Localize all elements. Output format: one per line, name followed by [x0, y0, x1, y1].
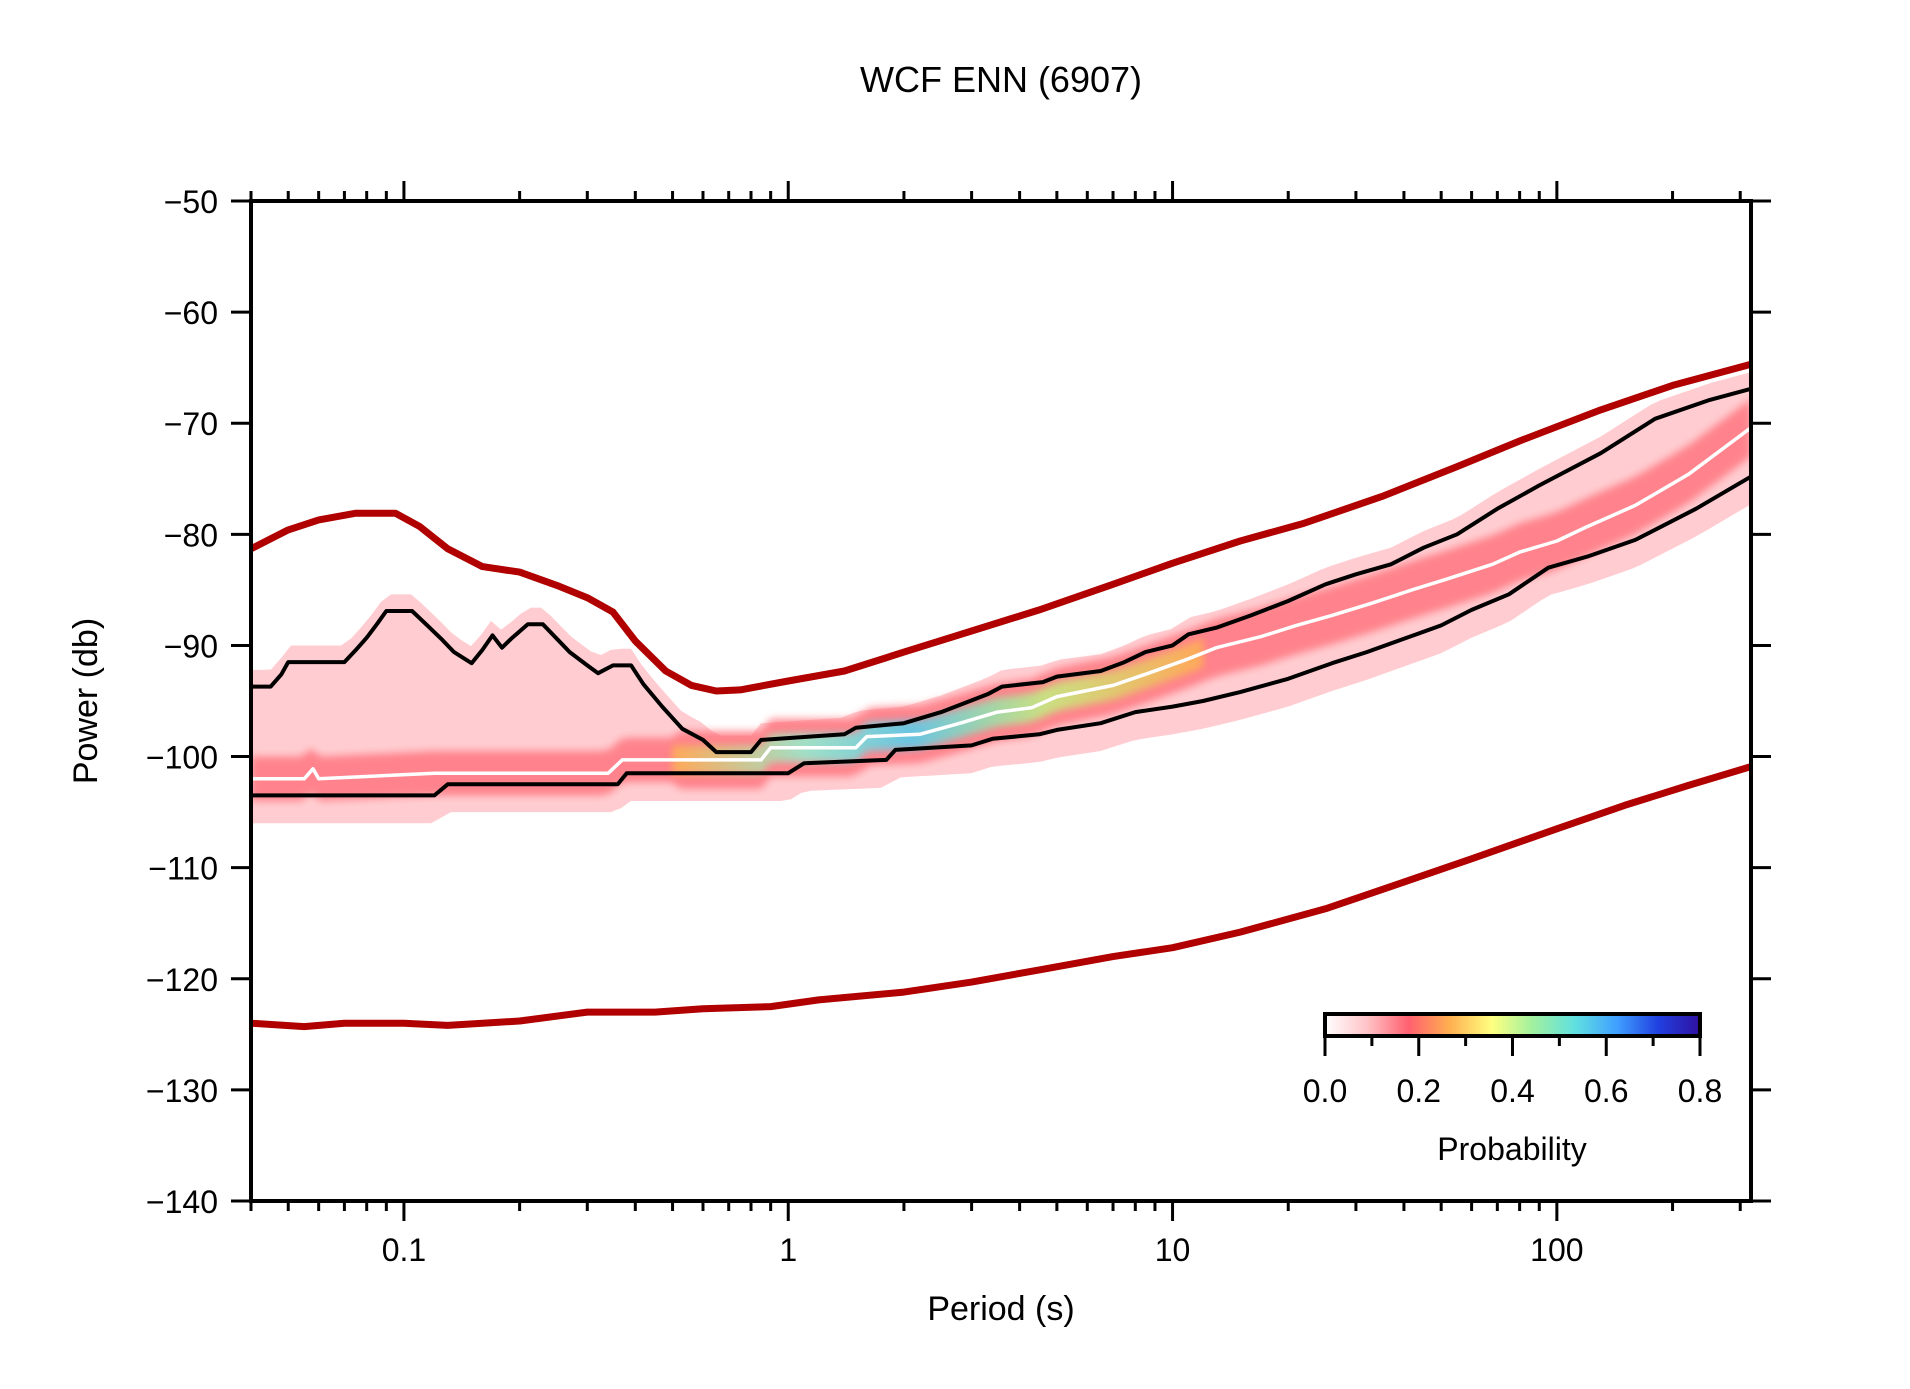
pdf-envelope: [251, 372, 1751, 824]
nhnm-high-noise-model-line: [251, 360, 1751, 695]
y-tick-label: −90: [164, 628, 218, 664]
90th-percentile-line: [251, 386, 1751, 755]
nlnm-low-noise-model-line: [251, 763, 1751, 1031]
x-axis: 0.1 1 10 100: [249, 181, 1742, 1268]
colorbar-swatch: [1323, 1012, 1702, 1038]
x-tick-label: 0.1: [382, 1232, 426, 1268]
y-tick-label: −100: [146, 740, 218, 776]
probability-density-layer: [251, 372, 1751, 824]
colorbar-tick-label: 0.4: [1490, 1073, 1534, 1109]
colorbar-tick-label: 0.0: [1303, 1073, 1347, 1109]
x-tick-label: 1: [779, 1232, 797, 1268]
colorbar: 0.0 0.2 0.4 0.6 0.8 Probability: [1303, 1012, 1722, 1167]
colorbar-tick-label: 0.8: [1678, 1073, 1722, 1109]
x-axis-label: Period (s): [927, 1290, 1074, 1328]
y-axis: −50 −60 −70 −80 −90 −100 −110 −120 −130 −140: [146, 184, 1771, 1220]
chart-title: WCF ENN (6907): [860, 59, 1142, 100]
colorbar-ticks: 0.0 0.2 0.4 0.6 0.8: [1303, 1036, 1722, 1109]
pdf-peak: [672, 638, 1203, 775]
mode-line: [251, 426, 1751, 781]
series-layer: [251, 360, 1751, 1031]
y-tick-label: −70: [164, 406, 218, 442]
y-tick-label: −130: [146, 1073, 218, 1109]
colorbar-tick-label: 0.6: [1584, 1073, 1628, 1109]
colorbar-tick-label: 0.2: [1397, 1073, 1441, 1109]
x-tick-label: 100: [1530, 1232, 1583, 1268]
colorbar-label: Probability: [1437, 1131, 1586, 1167]
y-tick-label: −110: [148, 851, 218, 887]
plot-frame: [249, 199, 1753, 1203]
y-axis-label: Power (db): [67, 618, 105, 784]
y-tick-label: −80: [164, 517, 218, 553]
y-tick-label: −60: [164, 295, 218, 331]
x-tick-label: 10: [1155, 1232, 1191, 1268]
y-tick-label: −140: [146, 1184, 218, 1220]
y-tick-label: −120: [146, 962, 218, 998]
10th-percentile-line: [251, 474, 1751, 798]
y-tick-label: −50: [164, 184, 218, 220]
